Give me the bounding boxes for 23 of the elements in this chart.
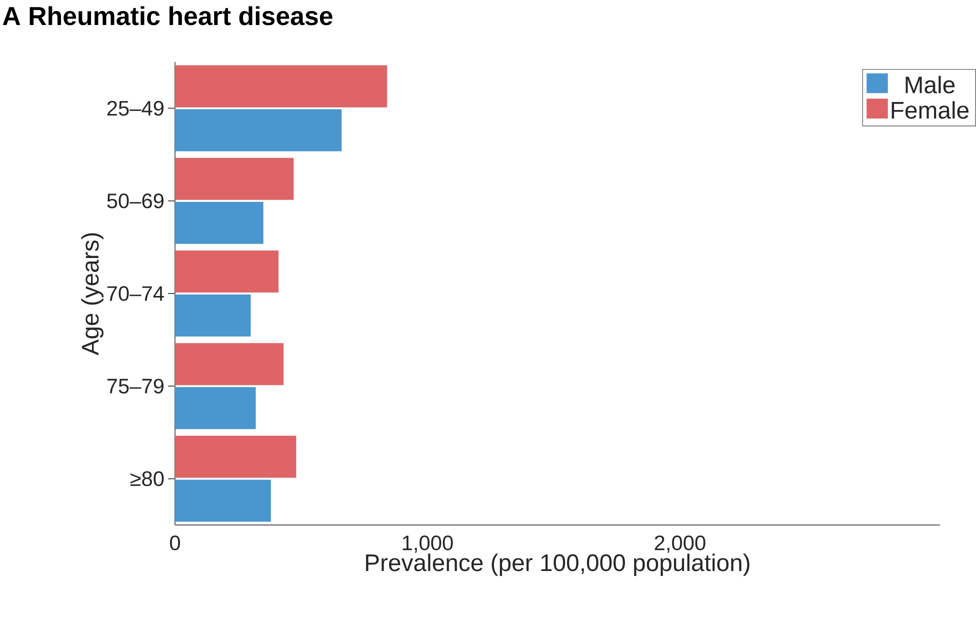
y-tick-label: 25–49	[107, 100, 164, 116]
y-tick-label: 70–74	[107, 286, 164, 301]
x-tick-label: 1,000	[402, 536, 453, 553]
bar	[175, 202, 264, 244]
bar	[175, 158, 294, 200]
bar	[175, 109, 342, 152]
y-tick-label: 50–69	[107, 194, 164, 208]
bar	[175, 294, 251, 337]
y-axis-title: Age (years)	[81, 233, 104, 356]
y-tick-label: 75–79	[107, 378, 164, 394]
bar	[175, 436, 296, 478]
bar	[175, 387, 256, 430]
legend-label: Male	[906, 76, 955, 94]
bar	[175, 343, 284, 386]
chart-title: A Rheumatic heart disease	[2, 6, 332, 26]
y-tick-label: ≥80	[130, 471, 164, 486]
legend-label: Female	[892, 101, 969, 119]
x-axis-title: Prevalence (per 100,000 population)	[366, 554, 750, 576]
bar	[175, 65, 388, 108]
bar	[175, 250, 279, 293]
x-tick-label: 2,000	[654, 536, 706, 553]
x-tick-label: 0	[170, 536, 180, 550]
bar	[175, 480, 271, 522]
